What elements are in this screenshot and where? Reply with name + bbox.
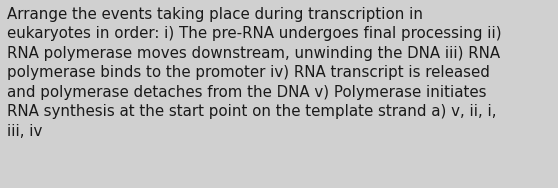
Text: Arrange the events taking place during transcription in
eukaryotes in order: i) : Arrange the events taking place during t… xyxy=(7,7,502,139)
